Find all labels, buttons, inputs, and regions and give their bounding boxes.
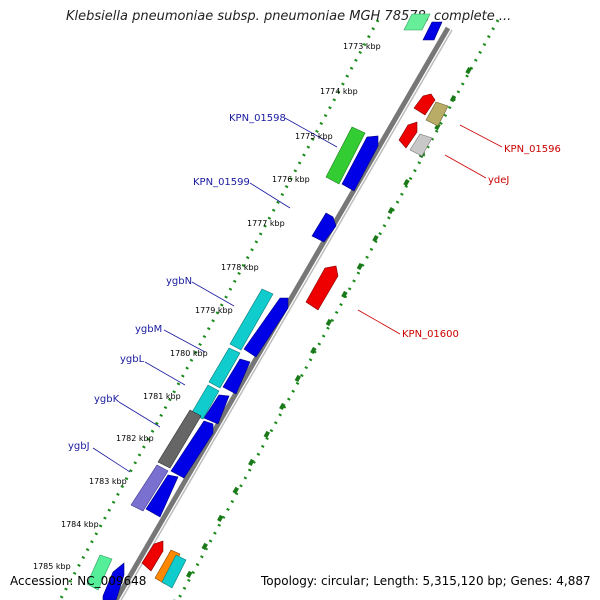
gene-arrow[interactable] bbox=[203, 394, 230, 425]
cog-block-mint-top[interactable] bbox=[403, 13, 431, 31]
gene-label[interactable]: KPN_01599 bbox=[193, 177, 250, 188]
topology-label: Topology: circular; Length: 5,315,120 bp… bbox=[261, 574, 591, 588]
tick-label: 1775 kbp bbox=[295, 132, 333, 141]
gene-label[interactable]: ygbK bbox=[94, 394, 120, 405]
left-gene-labels: KPN_01598 KPN_01599 ygbN ygbM ygbL ygbK … bbox=[68, 113, 338, 473]
tick-label: 1779 kbp bbox=[195, 306, 233, 315]
gene-label[interactable]: ygbL bbox=[120, 354, 145, 365]
cog-block-mint[interactable] bbox=[86, 554, 113, 591]
tick-label: 1774 kbp bbox=[320, 87, 358, 96]
gene-arrow[interactable] bbox=[222, 358, 251, 395]
map-title: Klebsiella pneumoniae subsp. pneumoniae … bbox=[66, 9, 512, 24]
cog-block-cyan[interactable] bbox=[229, 288, 274, 351]
cog-lane bbox=[86, 13, 431, 591]
cog-block-grey[interactable] bbox=[157, 409, 202, 469]
gene-arrow[interactable] bbox=[145, 474, 179, 518]
gene-label[interactable]: KPN_01596 bbox=[504, 144, 561, 155]
gene-label[interactable]: ydeJ bbox=[488, 175, 509, 186]
cog-block-green[interactable] bbox=[325, 126, 366, 185]
gene-arrow[interactable] bbox=[409, 133, 433, 157]
gene-label[interactable]: ygbN bbox=[166, 276, 192, 287]
gene-arrow[interactable] bbox=[161, 554, 187, 589]
gene-arrow[interactable] bbox=[311, 212, 337, 243]
forward-genes bbox=[102, 21, 443, 600]
gene-arrow[interactable] bbox=[305, 265, 339, 311]
inner-tick-dashes bbox=[173, 67, 472, 600]
gene-label[interactable]: KPN_01600 bbox=[402, 329, 459, 340]
tick-label: 1784 kbp bbox=[61, 520, 99, 529]
tick-label: 1778 kbp bbox=[221, 263, 259, 272]
gene-arrow[interactable] bbox=[425, 101, 449, 127]
gene-arrow[interactable] bbox=[398, 121, 418, 149]
tick-label: 1777 kbp bbox=[247, 219, 285, 228]
gene-label[interactable]: KPN_01598 bbox=[229, 113, 286, 124]
tick-label: 1773 kbp bbox=[343, 42, 381, 51]
tick-label: 1776 kbp bbox=[272, 175, 310, 184]
gene-label[interactable]: ygbJ bbox=[68, 441, 90, 452]
accession-label: Accession: NC_009648 bbox=[10, 574, 147, 588]
reverse-genes bbox=[141, 93, 449, 589]
gene-arrow[interactable] bbox=[141, 540, 164, 572]
tick-label: 1783 kbp bbox=[89, 477, 127, 486]
tick-label: 1781 kbp bbox=[143, 392, 181, 401]
cog-block-cyan[interactable] bbox=[208, 347, 241, 389]
gene-arrow[interactable] bbox=[102, 562, 125, 600]
gene-label[interactable]: ygbM bbox=[135, 324, 162, 335]
gene-arrow[interactable] bbox=[341, 135, 379, 192]
gene-arrow[interactable] bbox=[243, 297, 289, 358]
tick-labels: 1773 kbp 1774 kbp 1775 kbp 1776 kbp 1777… bbox=[33, 42, 381, 571]
tick-label: 1782 kbp bbox=[116, 434, 154, 443]
right-gene-labels: KPN_01596 ydeJ KPN_01600 bbox=[357, 124, 561, 340]
gene-arrow[interactable] bbox=[170, 420, 214, 479]
cog-block-lavender[interactable] bbox=[130, 464, 169, 512]
gene-arrow[interactable] bbox=[413, 93, 436, 116]
gene-arrow[interactable] bbox=[422, 21, 443, 41]
tick-label: 1785 kbp bbox=[33, 562, 71, 571]
tick-label: 1780 kbp bbox=[170, 349, 208, 358]
